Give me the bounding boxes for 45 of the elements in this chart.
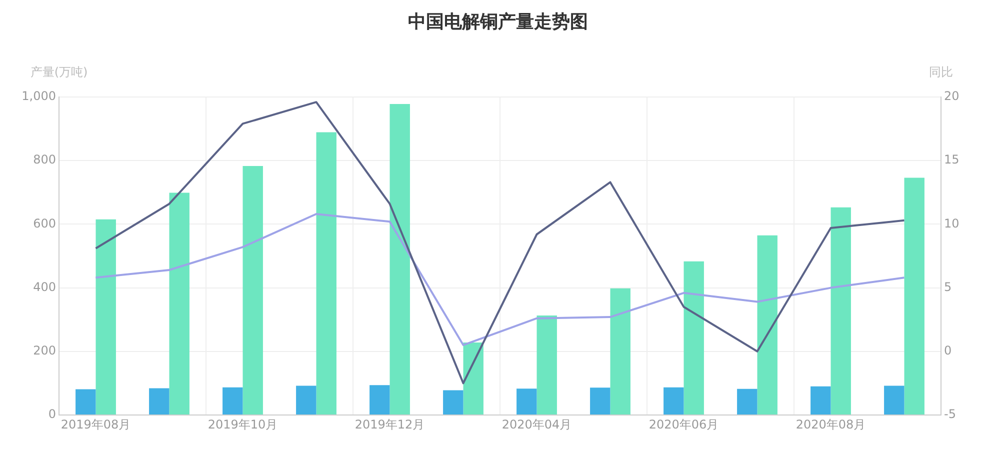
y2-tick-label: 0 — [944, 344, 952, 358]
bar — [242, 166, 263, 414]
bar — [222, 387, 243, 414]
bar — [296, 386, 316, 414]
y-tick-label: 1,000 — [22, 89, 56, 104]
bar — [610, 288, 630, 414]
y2-tick-label: -5 — [944, 407, 956, 422]
bar — [463, 342, 484, 414]
bar — [757, 235, 778, 414]
x-tick-label: 2019年10月 — [208, 417, 278, 432]
bar — [830, 207, 851, 414]
bar — [884, 386, 904, 414]
bar — [149, 388, 170, 414]
bar — [810, 386, 831, 414]
bar — [536, 315, 557, 414]
bar — [76, 389, 96, 414]
y2-axis-title: 同比 — [929, 65, 953, 80]
x-tick-label: 2020年06月 — [648, 417, 719, 432]
bar — [904, 178, 924, 414]
y-tick-label: 800 — [33, 152, 56, 167]
y2-tick-label: 10 — [944, 216, 960, 230]
bar — [516, 388, 537, 414]
bar — [96, 219, 116, 414]
y2-tick-label: 15 — [944, 152, 960, 167]
x-tick-label: 2020年08月 — [796, 417, 866, 432]
bar — [737, 388, 758, 414]
bar — [590, 388, 610, 414]
bar — [316, 132, 336, 414]
y-axis-title: 产量(万吨) — [30, 65, 88, 80]
chart-title: 中国电解铜产量走势图 — [408, 12, 588, 33]
y-tick-label: 200 — [33, 344, 56, 358]
bar — [169, 192, 190, 414]
x-tick-label: 2019年08月 — [60, 417, 131, 432]
x-tick-label: 2020年04月 — [502, 417, 572, 432]
bar — [370, 385, 390, 414]
y2-tick-label: 5 — [944, 280, 952, 294]
x-tick-label: 2019年12月 — [354, 417, 425, 432]
y-tick-label: 0 — [48, 407, 56, 422]
bar — [443, 390, 464, 414]
bar — [684, 261, 704, 414]
bar — [390, 104, 410, 414]
bar — [664, 387, 684, 414]
y-tick-label: 600 — [33, 216, 56, 230]
y2-tick-label: 20 — [944, 89, 960, 104]
y-tick-label: 400 — [33, 280, 56, 294]
